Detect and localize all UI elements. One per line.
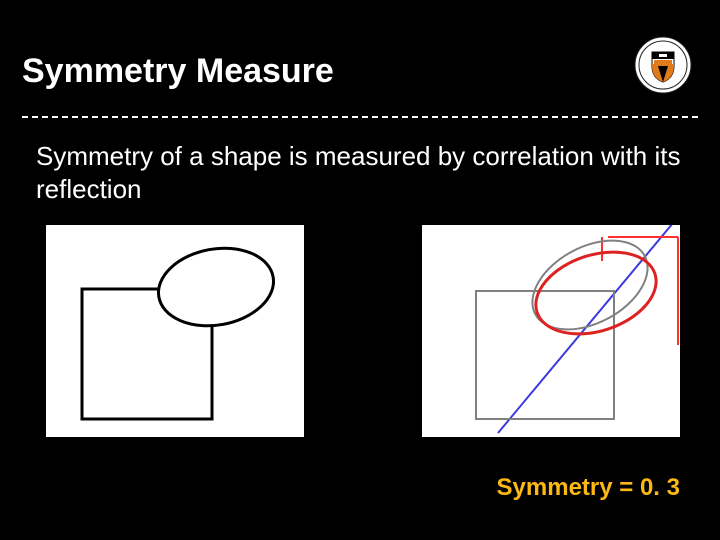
university-seal-icon xyxy=(634,36,692,94)
slide-title: Symmetry Measure xyxy=(22,52,334,91)
symmetry-value-caption: Symmetry = 0. 3 xyxy=(0,474,680,502)
slide: Symmetry Measure Symmetry of a shape is … xyxy=(0,0,720,540)
divider-line xyxy=(22,116,698,118)
title-row: Symmetry Measure xyxy=(22,52,698,91)
figure-row xyxy=(0,225,720,437)
figure-right xyxy=(422,225,680,437)
body-text: Symmetry of a shape is measured by corre… xyxy=(36,140,684,205)
figure-left xyxy=(46,225,304,437)
